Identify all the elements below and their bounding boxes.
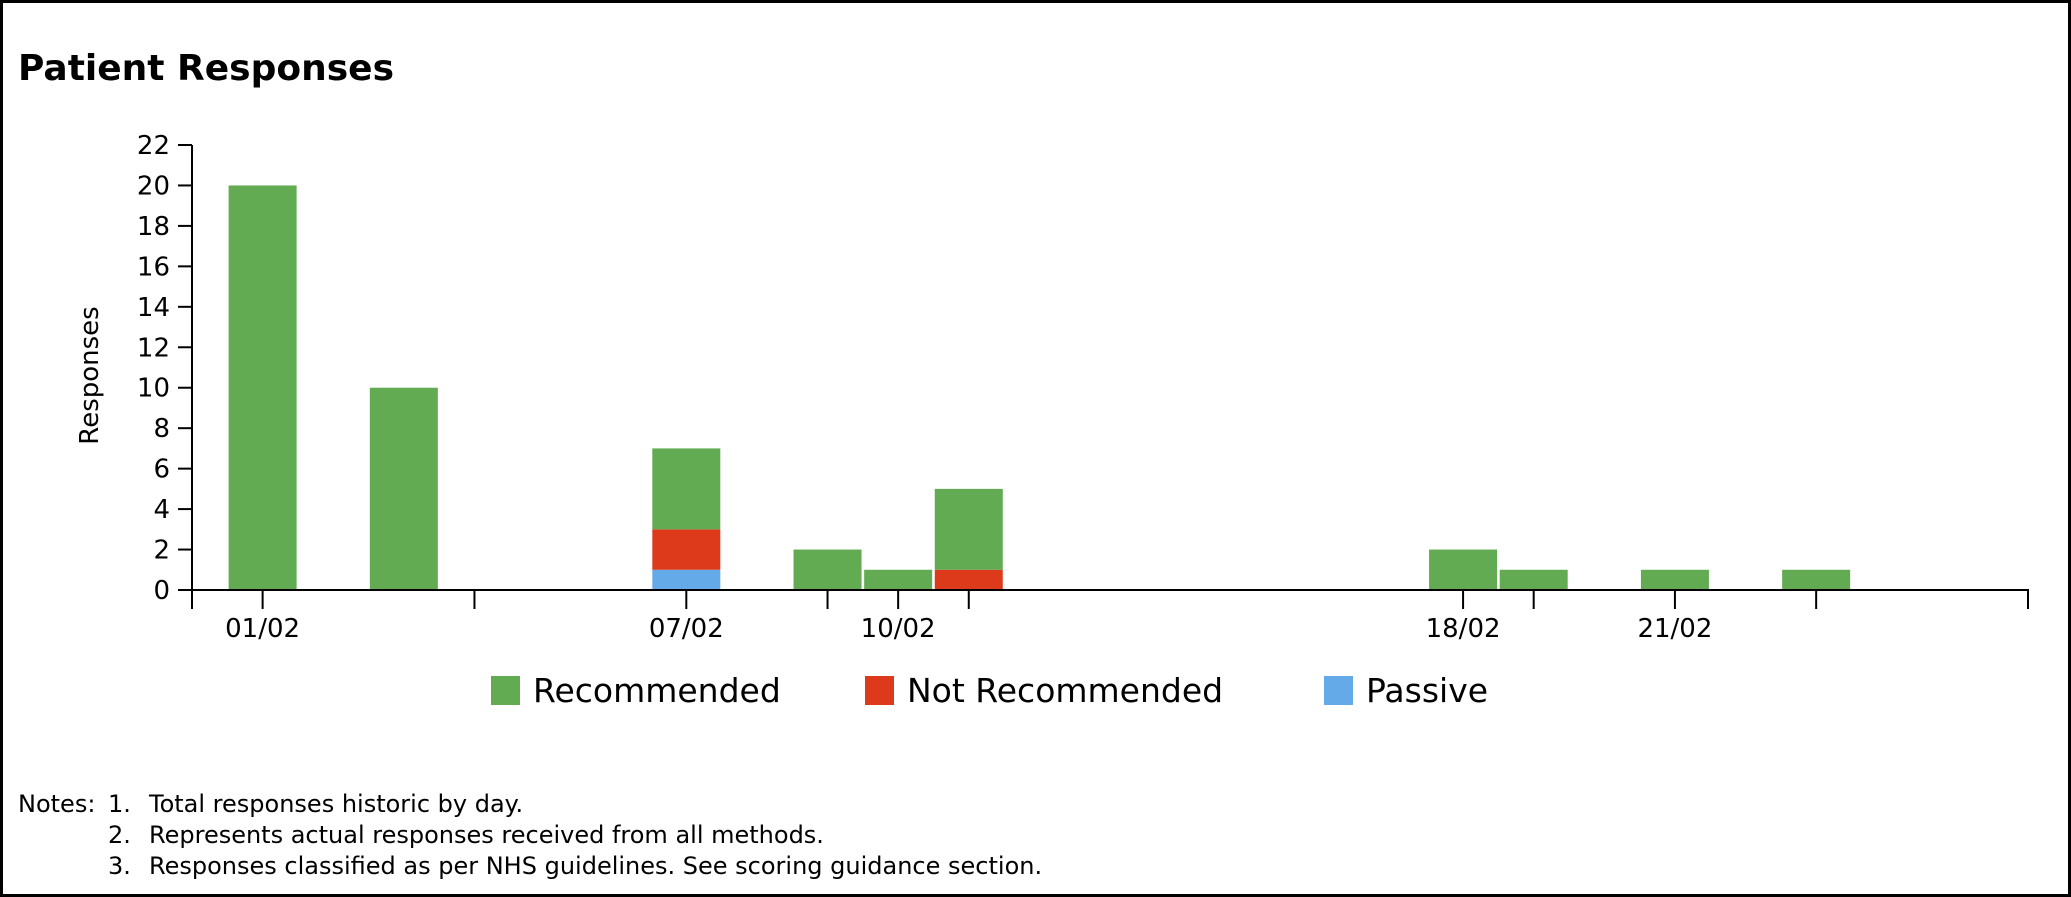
legend-label: Recommended [533,671,781,710]
legend-label: Passive [1366,671,1488,710]
y-tick-label: 20 [137,171,170,201]
y-tick-label: 2 [153,536,170,566]
legend-swatch [491,676,520,705]
y-tick-label: 18 [137,212,170,242]
y-tick-label: 0 [153,576,170,606]
notes-heading: Notes: [18,790,96,818]
y-tick-label: 6 [153,455,170,485]
x-tick-label: 10/02 [861,614,936,644]
chart-title: Patient Responses [18,48,395,89]
bar-not-recommended [652,529,721,570]
bar-recommended [864,569,933,590]
x-tick-label: 07/02 [649,614,724,644]
note-text: Total responses historic by day. [149,790,524,818]
legend-item: Passive [1324,671,1488,710]
note-number: 2. [108,821,131,849]
x-tick-label: 21/02 [1637,614,1712,644]
note-text: Represents actual responses received fro… [149,821,824,849]
note-row: 3. Responses classified as per NHS guide… [18,851,1042,882]
y-tick-label: 14 [137,293,170,323]
axes-group: 0 2 4 6 8 10 12 14 16 18 20 22 Responses 01/02 07/02 10… [75,131,2029,644]
bar-recommended [652,448,721,530]
y-axis-label: Responses [75,306,105,444]
bar-recommended [1640,569,1709,590]
legend-swatch [865,676,894,705]
y-tick-label: 22 [137,131,170,161]
y-tick-label: 4 [153,495,170,525]
y-tick-label: 10 [137,374,170,404]
bar-not-recommended [934,569,1003,590]
legend-swatch [1324,676,1353,705]
bar-recommended [1499,569,1568,590]
x-tick-label: 18/02 [1426,614,1501,644]
legend: Recommended Not Recommended Passive [491,671,1488,710]
chart-canvas: 0 2 4 6 8 10 12 14 16 18 20 22 Responses 01/02 07/02 10… [75,131,2029,710]
bar-recommended [1782,569,1851,590]
bars-group [228,185,1851,591]
note-row: 2. Represents actual responses received … [18,820,1042,851]
legend-label: Not Recommended [907,671,1223,710]
legend-item: Not Recommended [865,671,1223,710]
note-text: Responses classified as per NHS guidelin… [149,852,1043,880]
x-tick-label: 01/02 [225,614,300,644]
bar-recommended [369,387,438,590]
bar-recommended [1429,549,1498,590]
bar-passive [652,569,721,590]
notes: Notes: 1. Total responses historic by da… [18,789,1042,882]
note-number: 1. [108,790,131,818]
bar-recommended [793,549,862,590]
note-row: Notes: 1. Total responses historic by da… [18,789,1042,820]
bar-recommended [934,488,1003,570]
legend-item: Recommended [491,671,781,710]
bar-recommended [228,185,297,591]
y-tick-label: 16 [137,252,170,282]
y-tick-label: 12 [137,333,170,363]
note-number: 3. [108,852,131,880]
y-tick-label: 8 [153,414,170,444]
